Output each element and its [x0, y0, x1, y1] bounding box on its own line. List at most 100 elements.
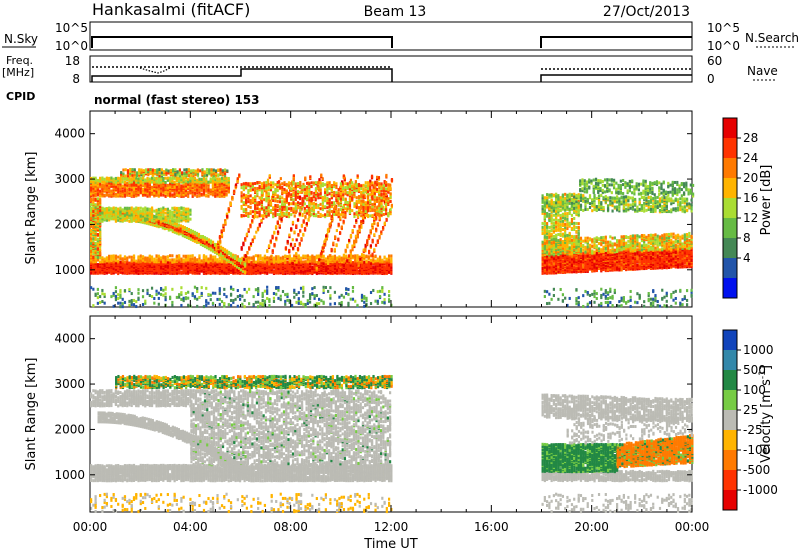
- heatmap-cell: [333, 254, 337, 258]
- heatmap-cell: [175, 213, 178, 217]
- heatmap-cell: [203, 170, 206, 174]
- heatmap-cell: [187, 185, 190, 189]
- heatmap-cell: [130, 258, 133, 262]
- heatmap-cell: [92, 179, 95, 183]
- heatmap-cell: [358, 260, 361, 264]
- heatmap-cell: [94, 254, 97, 258]
- heatmap-cell: [187, 180, 190, 184]
- cpid-label: CPID: [6, 90, 35, 103]
- heatmap-cell: [357, 262, 360, 266]
- heatmap-cell: [141, 209, 145, 213]
- heatmap-cell: [227, 208, 231, 212]
- heatmap-cell: [114, 258, 118, 262]
- heatmap-cell: [281, 259, 285, 263]
- heatmap-cell: [153, 260, 156, 264]
- heatmap-cell: [356, 174, 359, 178]
- heatmap-cell: [110, 181, 113, 185]
- heatmap-cell: [191, 229, 195, 233]
- heatmap-cell: [96, 215, 99, 219]
- heatmap-cell: [175, 206, 178, 210]
- heatmap-cell: [390, 257, 393, 261]
- heatmap-cell: [153, 179, 156, 183]
- heatmap-cell: [158, 168, 161, 172]
- heatmap-cell: [193, 188, 197, 192]
- heatmap-cell: [157, 189, 160, 193]
- heatmap-cell: [288, 254, 291, 258]
- heatmap-cell: [313, 257, 316, 261]
- heatmap-cell: [132, 176, 136, 180]
- heatmap-cell: [155, 180, 158, 184]
- heatmap-cell: [126, 271, 129, 275]
- heatmap-cell: [245, 257, 248, 261]
- heatmap-cell: [162, 170, 166, 174]
- heatmap-cell: [110, 207, 113, 211]
- heatmap-cell: [295, 252, 298, 256]
- heatmap-cell: [164, 183, 167, 187]
- heatmap-cell: [122, 168, 125, 172]
- heatmap-cell: [99, 252, 102, 256]
- heatmap-cell: [346, 259, 349, 263]
- heatmap-cell: [189, 184, 192, 188]
- heatmap-cell: [225, 265, 228, 269]
- heatmap-cell: [273, 230, 276, 234]
- heatmap-cell: [90, 216, 93, 220]
- heatmap-cell: [217, 173, 220, 177]
- heatmap-cell: [320, 258, 323, 262]
- heatmap-cell: [114, 267, 118, 271]
- heatmap-cell: [218, 259, 221, 263]
- heatmap-cell: [180, 176, 183, 180]
- heatmap-cell: [182, 258, 185, 262]
- heatmap-cell: [169, 219, 172, 223]
- heatmap-cell: [139, 206, 142, 210]
- heatmap-cell: [208, 171, 211, 175]
- heatmap-cell: [144, 217, 147, 221]
- heatmap-cell: [225, 249, 229, 253]
- heatmap-cell: [103, 262, 106, 266]
- heatmap-cell: [159, 256, 163, 260]
- heatmap-cell: [195, 231, 199, 235]
- heatmap-cell: [101, 211, 104, 215]
- mode-text: normal (fast stereo) 153: [94, 93, 260, 107]
- heatmap-cell: [135, 171, 139, 175]
- heatmap-cell: [96, 223, 99, 227]
- heatmap-cell: [162, 214, 165, 218]
- heatmap-cell: [389, 183, 392, 187]
- sky-trace-evening: [540, 36, 692, 48]
- heatmap-cell: [96, 191, 99, 195]
- heatmap-cell: [166, 183, 169, 187]
- heatmap-cell: [209, 239, 213, 243]
- heatmap-cell: [300, 237, 303, 241]
- heatmap-cell: [141, 187, 145, 191]
- heatmap-cell: [137, 184, 140, 188]
- heatmap-cell: [94, 231, 97, 235]
- heatmap-cell: [284, 246, 288, 250]
- heatmap-cell: [132, 257, 136, 261]
- heatmap-cell: [234, 183, 238, 187]
- heatmap-cell: [96, 178, 99, 182]
- heatmap-cell: [187, 257, 190, 261]
- heatmap-cell: [227, 176, 230, 180]
- heatmap-cell: [363, 256, 366, 260]
- beam-label: Beam 13: [364, 4, 427, 20]
- heatmap-cell: [322, 260, 325, 264]
- heatmap-cell: [99, 241, 102, 245]
- heatmap-cell: [180, 210, 183, 214]
- heatmap-cell: [173, 210, 176, 214]
- heatmap-cell: [128, 219, 131, 223]
- heatmap-cell: [166, 264, 169, 268]
- heatmap-cell: [94, 257, 97, 261]
- heatmap-cell: [110, 216, 113, 220]
- heatmap-cell: [219, 245, 223, 249]
- heatmap-cell: [112, 177, 115, 181]
- heatmap-cell: [187, 174, 191, 178]
- heatmap-cell: [221, 173, 224, 177]
- heatmap-cell: [191, 254, 194, 258]
- heatmap-cell: [150, 255, 154, 259]
- heatmap-cell: [193, 235, 197, 239]
- heatmap-cell: [222, 223, 225, 227]
- heatmap-cell: [193, 193, 197, 197]
- heatmap-cell: [247, 228, 250, 232]
- heatmap-cell: [137, 206, 140, 210]
- heatmap-cell: [126, 185, 129, 189]
- heatmap-cell: [180, 186, 183, 190]
